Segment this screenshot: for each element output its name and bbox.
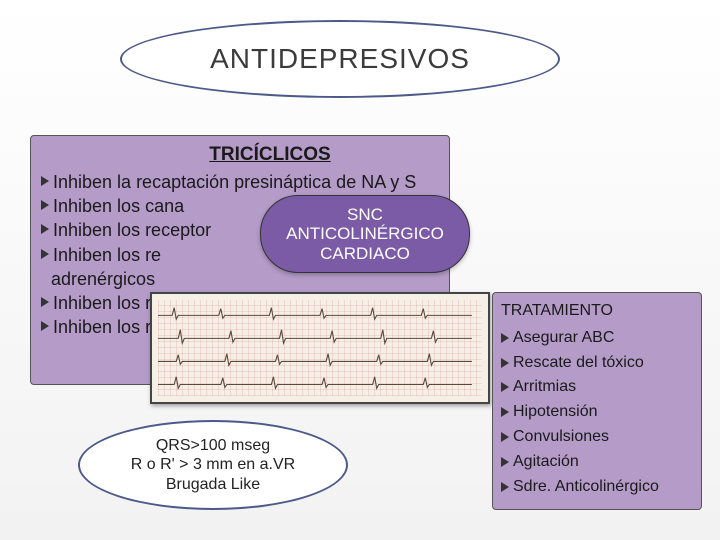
ecg-trace-row: [158, 354, 472, 366]
right-bullet-5-text: Convulsiones: [513, 425, 609, 450]
title-ellipse-shape: ANTIDEPRESIVOS: [120, 20, 560, 98]
left-bullet-1: Inhiben la recaptación presináptica de N…: [41, 170, 439, 194]
bullet-arrow-icon: [501, 432, 509, 442]
bullet-arrow-icon: [501, 382, 509, 392]
ecg-image: [150, 292, 490, 404]
ecg-trace-row: [158, 308, 472, 320]
bullet-arrow-icon: [501, 333, 509, 343]
snc-line3: CARDIACO: [320, 244, 410, 264]
left-bullet-5-text: adrenérgicos: [51, 267, 155, 291]
right-bullet-1-text: Asegurar ABC: [513, 326, 614, 351]
ecg-trace-row: [158, 377, 472, 389]
qrs-line1: QRS>100 mseg: [156, 436, 270, 455]
qrs-line2: R o R' > 3 mm en a.VR: [131, 455, 295, 474]
qrs-ellipse-shape: QRS>100 mseg R o R' > 3 mm en a.VR Bruga…: [78, 420, 348, 510]
right-bullet-6: Agitación: [501, 450, 693, 475]
title-text: ANTIDEPRESIVOS: [210, 43, 470, 75]
right-heading: TRATAMIENTO: [501, 299, 693, 324]
right-bullet-7-text: Sdre. Anticolinérgico: [513, 475, 659, 500]
right-bullet-1: Asegurar ABC: [501, 326, 693, 351]
left-bullet-4-text: Inhiben los re: [53, 243, 161, 267]
right-bullet-2: Rescate del tóxico: [501, 351, 693, 376]
bullet-arrow-icon: [41, 200, 49, 210]
ecg-traces: [158, 300, 482, 396]
bullet-arrow-icon: [41, 321, 49, 331]
bullet-arrow-icon: [41, 297, 49, 307]
right-bullet-2-text: Rescate del tóxico: [513, 351, 644, 376]
right-bullet-3-text: Arritmias: [513, 375, 576, 400]
qrs-ellipse: QRS>100 mseg R o R' > 3 mm en a.VR Bruga…: [78, 420, 348, 510]
qrs-line3: Brugada Like: [166, 475, 260, 494]
right-bullet-6-text: Agitación: [513, 450, 579, 475]
right-bullet-4: Hipotensión: [501, 400, 693, 425]
bullet-arrow-icon: [41, 249, 49, 259]
bullet-arrow-icon: [501, 482, 509, 492]
bullet-arrow-icon: [501, 358, 509, 368]
snc-pill: SNC ANTICOLINÉRGICO CARDIACO: [260, 195, 470, 273]
right-panel: TRATAMIENTO Asegurar ABC Rescate del tóx…: [492, 292, 702, 510]
left-bullet-1-text: Inhiben la recaptación presináptica de N…: [53, 170, 416, 194]
left-bullet-2-text: Inhiben los cana: [53, 194, 184, 218]
snc-line2: ANTICOLINÉRGICO: [286, 224, 444, 244]
title-ellipse: ANTIDEPRESIVOS: [120, 20, 560, 98]
bullet-arrow-icon: [41, 224, 49, 234]
left-heading: TRICÍCLICOS: [101, 142, 439, 168]
bullet-arrow-icon: [501, 457, 509, 467]
right-bullet-4-text: Hipotensión: [513, 400, 598, 425]
left-bullet-7-text: Inhiben los re: [53, 315, 161, 339]
ecg-trace-row: [158, 330, 472, 343]
right-bullet-5: Convulsiones: [501, 425, 693, 450]
bullet-arrow-icon: [41, 176, 49, 186]
left-bullet-6-text: Inhiben los re: [53, 291, 161, 315]
right-bullet-3: Arritmias: [501, 375, 693, 400]
slide: ANTIDEPRESIVOS TRICÍCLICOS Inhiben la re…: [0, 0, 720, 540]
snc-line1: SNC: [347, 205, 383, 225]
left-bullet-3-text: Inhiben los receptor: [53, 218, 211, 242]
bullet-arrow-icon: [501, 407, 509, 417]
right-bullet-7: Sdre. Anticolinérgico: [501, 475, 693, 500]
